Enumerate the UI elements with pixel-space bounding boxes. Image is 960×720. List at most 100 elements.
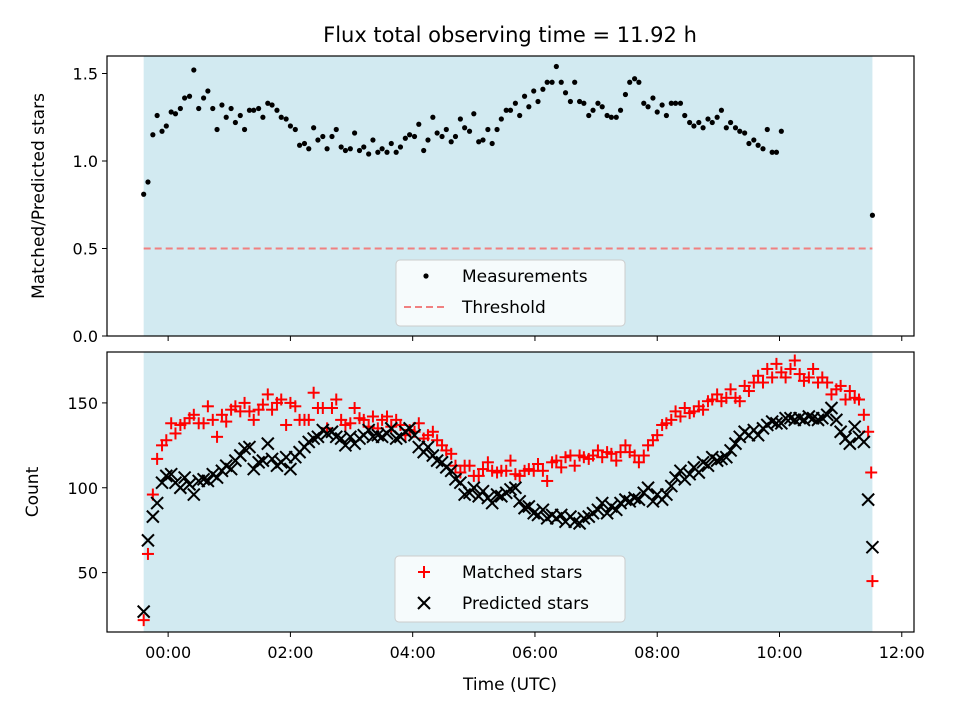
measurement-point (723, 125, 729, 131)
measurement-point (727, 119, 734, 126)
predicted-star-point (843, 436, 857, 451)
measurement-point (544, 79, 550, 85)
predicted-star-point (311, 430, 325, 444)
measurement-point (613, 114, 619, 120)
predicted-star-point (389, 431, 403, 446)
predicted-star-point (150, 496, 164, 510)
matched-star-point (802, 371, 815, 384)
x-tick-label: 08:00 (634, 643, 680, 662)
matched-star-point (550, 454, 563, 467)
predicted-star-point (595, 496, 609, 510)
measurement-point (191, 67, 197, 73)
predicted-star-point (833, 425, 848, 439)
measurement-point (384, 149, 390, 155)
matched-star-point (261, 388, 274, 401)
legend-threshold-label: Threshold (461, 298, 546, 318)
predicted-star-point (182, 477, 197, 492)
measurement-point (393, 149, 399, 155)
measurement-point (645, 104, 651, 110)
matched-star-point (472, 469, 485, 482)
matched-star-point (476, 463, 489, 476)
x-tick-label: 02:00 (267, 643, 313, 662)
measurement-point (553, 63, 559, 70)
y-tick-label: 100 (67, 479, 98, 498)
predicted-star-point (641, 481, 655, 495)
predicted-star-point (664, 479, 678, 493)
matched-star-point (541, 474, 554, 487)
measurement-point (604, 112, 610, 119)
matched-star-point (280, 418, 293, 431)
x-tick-label: 00:00 (145, 643, 191, 662)
measurement-point (462, 125, 468, 131)
measurement-point (714, 114, 720, 120)
measurement-point (498, 116, 504, 122)
matched-star-point (866, 575, 879, 588)
measurement-point (778, 128, 784, 134)
predicted-star-point (402, 421, 417, 436)
measurement-point (562, 90, 569, 96)
predicted-star-point (627, 491, 642, 505)
measurement-point (379, 146, 385, 152)
measurement-point (338, 144, 344, 150)
matched-star-point (220, 415, 233, 428)
measurement-point (540, 86, 546, 92)
measurement-point (567, 98, 574, 105)
measurement-point (549, 79, 555, 85)
measurement-point (430, 114, 436, 120)
matched-star-point (839, 393, 852, 406)
predicted-star-point (508, 481, 523, 495)
measurement-point (434, 130, 440, 136)
matched-star-point (779, 371, 792, 384)
matched-star-point (289, 400, 302, 413)
matched-star-point (151, 452, 164, 465)
legend-matched-marker (418, 566, 430, 578)
measurement-point (636, 79, 642, 85)
measurement-point (622, 91, 629, 98)
measurement-point (347, 146, 353, 152)
matched-star-point (665, 413, 678, 426)
measurement-point (755, 142, 761, 148)
matched-star-point (852, 393, 865, 406)
measurement-point (228, 105, 234, 112)
measurement-point (526, 104, 532, 110)
predicted-star-point (187, 487, 201, 502)
measurement-point (177, 105, 183, 112)
measurement-point (558, 79, 564, 85)
matched-star-point (307, 386, 320, 399)
measurement-point (366, 151, 372, 157)
legend-measurements-label: Measurements (462, 267, 588, 287)
measurement-point (448, 139, 454, 145)
matched-star-point (555, 461, 568, 474)
predicted-star-point (485, 496, 499, 510)
predicted-star-point (251, 455, 266, 470)
legend-bottom-box (394, 555, 626, 623)
matched-star-point (637, 449, 650, 462)
measurement-point (402, 135, 408, 141)
matched-star-point (793, 368, 806, 381)
matched-star-point (674, 410, 687, 423)
measurement-point (503, 107, 509, 113)
predicted-star-point (476, 484, 490, 498)
measurement-point (705, 116, 711, 122)
predicted-star-point (536, 503, 550, 517)
measurement-point (641, 100, 647, 106)
matched-star-point (330, 393, 343, 406)
measurement-point (439, 133, 445, 140)
chart-title: Flux total observing time = 11.92 h (323, 23, 697, 47)
measurement-point (278, 114, 284, 120)
measurement-point (691, 123, 697, 129)
matched-star-point (532, 458, 545, 470)
legend-top-box (395, 259, 626, 327)
measurement-point (672, 100, 679, 106)
matched-star-point (275, 393, 288, 406)
measurement-point (531, 88, 537, 94)
measurement-point (388, 140, 394, 147)
measurement-point (687, 119, 693, 126)
matched-star-point (206, 413, 219, 426)
measurement-point (677, 100, 684, 106)
measurement-point (397, 144, 404, 150)
predicted-star-point (173, 481, 188, 495)
measurement-point (590, 107, 596, 113)
measurement-point (237, 112, 243, 119)
